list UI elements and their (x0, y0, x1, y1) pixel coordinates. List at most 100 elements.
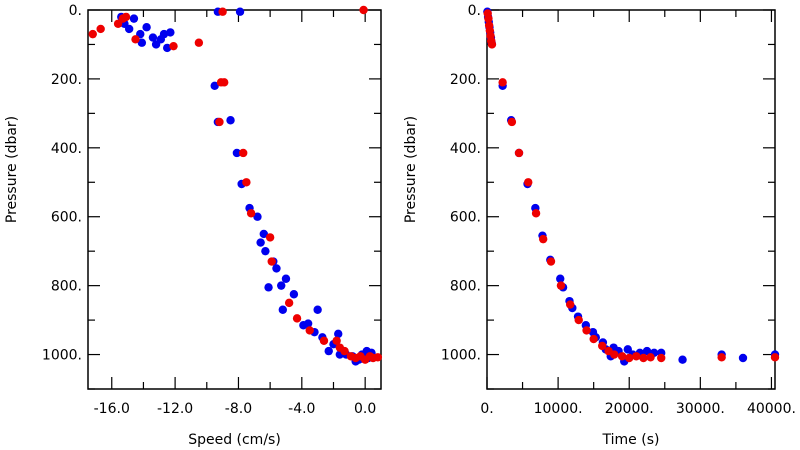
y-tick-label: 600. (450, 210, 481, 226)
data-point (313, 305, 322, 314)
data-point (598, 341, 607, 351)
data-point (137, 38, 147, 47)
data-point (289, 290, 299, 299)
y-tick-label: 600. (51, 210, 82, 226)
data-point (218, 7, 227, 16)
y-tick-label: 400. (51, 141, 82, 157)
data-point (242, 178, 251, 187)
data-point (169, 41, 178, 51)
y-tick-label: 1000. (42, 348, 82, 364)
data-point (639, 353, 648, 363)
data-point (514, 148, 524, 158)
x-tick-label: 0. (480, 401, 493, 417)
data-point (531, 209, 541, 218)
data-point (162, 43, 172, 53)
x-tick-label: -4.0 (288, 401, 315, 417)
data-point (256, 238, 265, 247)
data-point (556, 274, 565, 283)
data-point (235, 7, 245, 16)
data-point (657, 353, 666, 363)
data-point (623, 345, 632, 354)
y-tick-label: 1000. (441, 348, 481, 364)
data-point (281, 274, 291, 283)
data-point (546, 257, 556, 266)
data-point (284, 298, 294, 308)
data-point (359, 5, 368, 15)
data-point (277, 281, 286, 290)
data-point (332, 336, 341, 345)
data-point (334, 329, 343, 339)
y-tick-label: 800. (450, 279, 481, 295)
series-1 (483, 9, 780, 363)
data-point (646, 353, 655, 362)
data-point (220, 78, 229, 87)
data-point (96, 24, 105, 34)
data-point (582, 326, 591, 335)
data-point (770, 353, 780, 362)
data-point (373, 353, 383, 362)
data-point (239, 148, 248, 158)
data-point (129, 14, 139, 23)
y-tick-label: 200. (450, 72, 481, 88)
data-point (261, 246, 270, 256)
data-point (484, 14, 493, 23)
data-point (142, 23, 151, 32)
data-point (524, 178, 533, 187)
plot-frame (486, 9, 776, 390)
y-axis-label: Pressure (dbar) (403, 116, 419, 223)
x-tick-label: 40000. (747, 401, 796, 417)
x-tick-label: 0.0 (354, 401, 376, 417)
y-tick-label: 0. (468, 3, 481, 19)
data-point (678, 355, 687, 364)
data-point (292, 314, 302, 323)
time-pressure-panel: 0. 200. 400. 600. 800. 1000. 0. 10000. 20000. 300… (403, 3, 796, 448)
data-point (278, 305, 288, 314)
data-point (246, 209, 256, 218)
data-point (738, 353, 748, 363)
x-tick-label: -12.0 (157, 401, 193, 417)
y-tick-label: 400. (450, 141, 481, 157)
data-point (340, 346, 349, 356)
data-point (566, 300, 575, 309)
data-point (319, 336, 329, 345)
x-tick-label: 20000. (605, 401, 654, 417)
data-point (574, 315, 583, 325)
x-tick-label: -8.0 (225, 401, 252, 417)
data-point (556, 281, 566, 290)
data-point (625, 353, 634, 363)
series-0 (117, 7, 376, 366)
y-tick-label: 0. (69, 3, 82, 19)
speed-pressure-panel: 0. 200. 400. 600. 800. 1000. -16.0 -12.0 -8.0 -4.… (4, 3, 383, 448)
data-point (617, 352, 627, 361)
data-point (538, 234, 548, 244)
x-tick-label: -16.0 (94, 401, 130, 417)
data-point (148, 33, 158, 42)
data-point (166, 28, 175, 37)
data-point (717, 353, 726, 362)
plot-frame (87, 9, 382, 390)
data-point (232, 148, 242, 158)
x-axis-label: Speed (cm/s) (188, 432, 281, 448)
x-tick-label: 10000. (534, 401, 583, 417)
data-point (253, 212, 262, 221)
data-point (632, 352, 641, 361)
series-1 (88, 5, 383, 364)
data-point (88, 29, 97, 39)
data-point (589, 334, 598, 344)
data-point (305, 326, 314, 335)
data-point (487, 40, 497, 49)
data-point (159, 29, 169, 39)
data-point (642, 346, 652, 356)
data-point (272, 264, 281, 273)
data-point (259, 229, 268, 239)
data-point (265, 233, 275, 242)
data-point (194, 38, 204, 47)
data-point (303, 319, 313, 328)
y-tick-label: 200. (51, 72, 82, 88)
data-point (267, 257, 276, 266)
data-point (215, 117, 224, 127)
data-point (121, 12, 131, 22)
series-0 (483, 7, 780, 366)
data-point (324, 346, 333, 356)
